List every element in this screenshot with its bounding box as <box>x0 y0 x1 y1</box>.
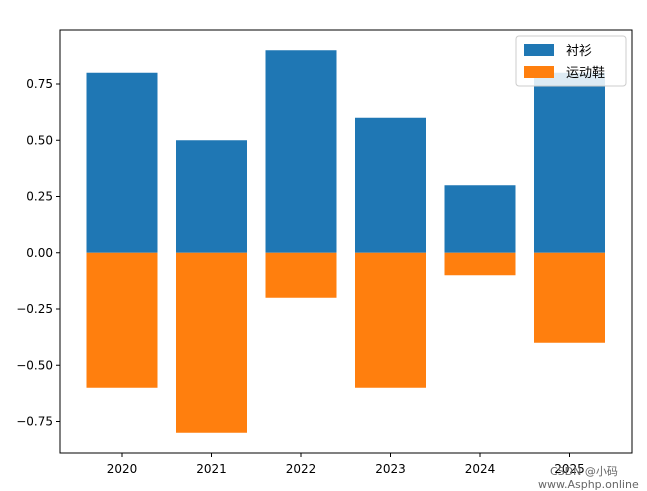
bar-series0-2022 <box>265 50 337 253</box>
bar-series0-2020 <box>86 72 158 253</box>
x-tick-label: 2024 <box>465 462 496 476</box>
watermark: CSDN @小码 www.Asphp.online <box>538 465 639 491</box>
x-tick-label: 2023 <box>375 462 406 476</box>
y-tick-label: −0.50 <box>16 358 53 372</box>
bar-series0-2023 <box>355 117 426 253</box>
x-axis: 2020 2021 2022 2023 2024 2025 <box>107 453 585 476</box>
x-tick-label: 2021 <box>196 462 227 476</box>
bar-series0-2024 <box>444 185 516 253</box>
y-tick-label: 0.25 <box>26 190 53 204</box>
bar-series1-2021 <box>176 252 247 433</box>
legend-label-1: 运动鞋 <box>566 65 605 81</box>
bar-series1-2020 <box>86 252 158 388</box>
x-tick-label: 2022 <box>286 462 317 476</box>
bar-series1-2022 <box>265 252 337 298</box>
y-tick-label: 0.75 <box>26 77 53 91</box>
bar-series0-2021 <box>176 140 247 253</box>
y-tick-label: 0.00 <box>26 246 53 260</box>
x-tick-label: 2020 <box>107 462 138 476</box>
bars-group <box>86 50 605 433</box>
watermark-line2: www.Asphp.online <box>538 478 639 491</box>
y-tick-label: −0.25 <box>16 302 53 316</box>
x-tick-label: 2025 <box>554 462 585 476</box>
legend-swatch-1 <box>524 66 554 78</box>
y-tick-label: 0.50 <box>26 133 53 147</box>
bar-series0-2025 <box>534 72 605 253</box>
legend-swatch-0 <box>524 44 554 56</box>
watermark-line1: CSDN @小码 <box>550 465 618 478</box>
legend-label-0: 衬衫 <box>566 44 592 59</box>
bar-series1-2024 <box>444 252 516 276</box>
y-axis: −0.75 −0.50 −0.25 0.00 0.25 0.50 0.75 <box>16 77 60 429</box>
bar-series1-2023 <box>355 252 426 388</box>
y-tick-label: −0.75 <box>16 415 53 429</box>
axes-frame <box>59 29 633 454</box>
bar-series1-2025 <box>534 252 605 343</box>
